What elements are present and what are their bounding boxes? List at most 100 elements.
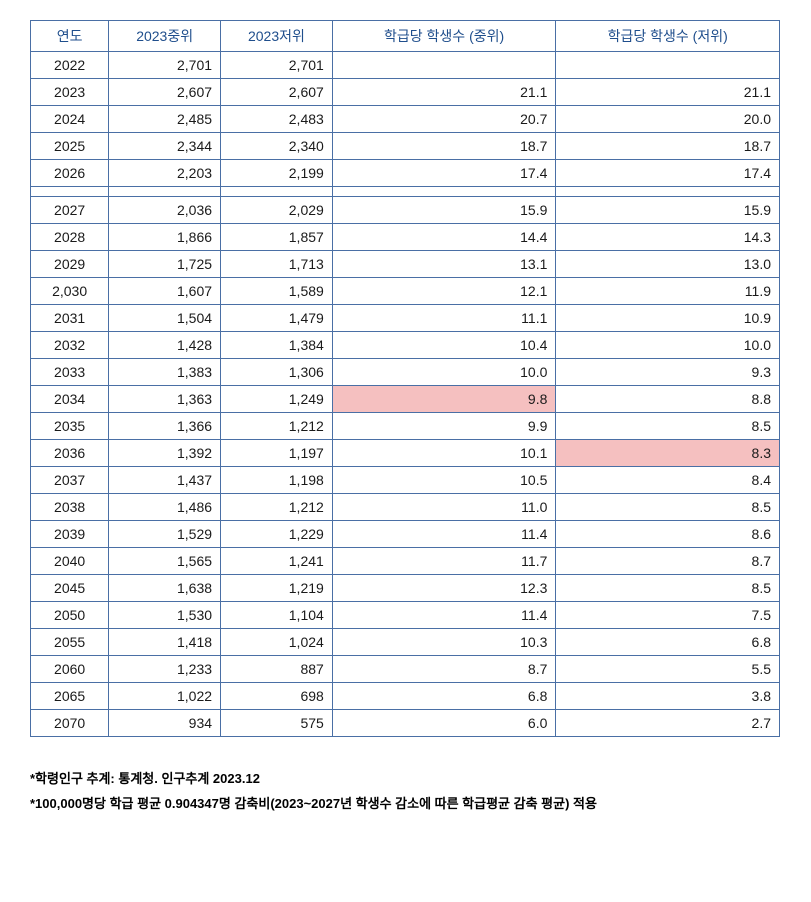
table-cell: 2,701 xyxy=(109,52,221,79)
table-cell: 8.5 xyxy=(556,413,780,440)
table-cell: 1,529 xyxy=(109,521,221,548)
table-row: 20242,4852,48320.720.0 xyxy=(31,106,780,133)
table-gap-cell xyxy=(556,187,780,197)
table-cell: 2036 xyxy=(31,440,109,467)
table-cell: 6.0 xyxy=(332,710,556,737)
footnote-method: *100,000명당 학급 평균 0.904347명 감축비(2023~2027… xyxy=(30,792,781,817)
table-cell: 1,530 xyxy=(109,602,221,629)
table-cell: 1,392 xyxy=(109,440,221,467)
table-cell: 2045 xyxy=(31,575,109,602)
table-cell: 1,104 xyxy=(221,602,333,629)
table-cell: 18.7 xyxy=(332,133,556,160)
table-cell: 2040 xyxy=(31,548,109,575)
table-gap-cell xyxy=(109,187,221,197)
table-cell: 9.8 xyxy=(332,386,556,413)
table-cell: 2039 xyxy=(31,521,109,548)
table-gap-cell xyxy=(332,187,556,197)
table-cell: 2050 xyxy=(31,602,109,629)
table-row: 20391,5291,22911.48.6 xyxy=(31,521,780,548)
table-cell: 1,713 xyxy=(221,251,333,278)
table-cell: 1,383 xyxy=(109,359,221,386)
table-cell: 10.3 xyxy=(332,629,556,656)
table-row: 20311,5041,47911.110.9 xyxy=(31,305,780,332)
table-row: 20262,2032,19917.417.4 xyxy=(31,160,780,187)
table-cell: 11.4 xyxy=(332,521,556,548)
table-cell: 15.9 xyxy=(332,197,556,224)
table-cell: 8.7 xyxy=(556,548,780,575)
table-cell: 10.0 xyxy=(556,332,780,359)
table-cell: 18.7 xyxy=(556,133,780,160)
table-cell: 1,212 xyxy=(221,494,333,521)
table-cell: 2,607 xyxy=(109,79,221,106)
table-cell: 1,589 xyxy=(221,278,333,305)
table-cell: 1,212 xyxy=(221,413,333,440)
table-cell: 6.8 xyxy=(556,629,780,656)
table-row: 20401,5651,24111.78.7 xyxy=(31,548,780,575)
table-cell: 8.8 xyxy=(556,386,780,413)
table-cell: 2,199 xyxy=(221,160,333,187)
table-cell: 2,036 xyxy=(109,197,221,224)
table-cell: 2,483 xyxy=(221,106,333,133)
table-cell: 1,607 xyxy=(109,278,221,305)
table-cell: 2,701 xyxy=(221,52,333,79)
table-cell: 2038 xyxy=(31,494,109,521)
table-cell: 14.4 xyxy=(332,224,556,251)
table-cell: 6.8 xyxy=(332,683,556,710)
table-cell: 2,029 xyxy=(221,197,333,224)
table-cell: 8.7 xyxy=(332,656,556,683)
table-gap-cell xyxy=(31,187,109,197)
table-cell: 2029 xyxy=(31,251,109,278)
col-low: 2023저위 xyxy=(221,21,333,52)
table-cell: 11.9 xyxy=(556,278,780,305)
table-row: 20222,7012,701 xyxy=(31,52,780,79)
table-gap-cell xyxy=(221,187,333,197)
table-row: 20601,2338878.75.5 xyxy=(31,656,780,683)
table-cell: 21.1 xyxy=(556,79,780,106)
table-cell: 1,024 xyxy=(221,629,333,656)
table-cell: 698 xyxy=(221,683,333,710)
projection-table: 연도 2023중위 2023저위 학급당 학생수 (중위) 학급당 학생수 (저… xyxy=(30,20,780,737)
table-cell: 20.0 xyxy=(556,106,780,133)
table-row: 20361,3921,19710.18.3 xyxy=(31,440,780,467)
table-cell: 14.3 xyxy=(556,224,780,251)
table-cell: 2022 xyxy=(31,52,109,79)
table-cell: 21.1 xyxy=(332,79,556,106)
table-cell: 1,565 xyxy=(109,548,221,575)
table-cell: 1,022 xyxy=(109,683,221,710)
table-body: 20222,7012,70120232,6072,60721.121.12024… xyxy=(31,52,780,737)
table-cell: 1,229 xyxy=(221,521,333,548)
table-cell: 934 xyxy=(109,710,221,737)
table-cell: 12.3 xyxy=(332,575,556,602)
table-cell: 1,866 xyxy=(109,224,221,251)
table-cell: 15.9 xyxy=(556,197,780,224)
table-cell: 575 xyxy=(221,710,333,737)
table-cell: 2026 xyxy=(31,160,109,187)
table-cell: 17.4 xyxy=(556,160,780,187)
table-cell: 1,504 xyxy=(109,305,221,332)
table-cell: 12.1 xyxy=(332,278,556,305)
table-header: 연도 2023중위 2023저위 학급당 학생수 (중위) 학급당 학생수 (저… xyxy=(31,21,780,52)
table-cell: 8.5 xyxy=(556,575,780,602)
table-row: 20501,5301,10411.47.5 xyxy=(31,602,780,629)
table-cell: 10.1 xyxy=(332,440,556,467)
table-cell: 9.3 xyxy=(556,359,780,386)
table-row: 20272,0362,02915.915.9 xyxy=(31,197,780,224)
table-cell: 1,479 xyxy=(221,305,333,332)
table-cell: 2027 xyxy=(31,197,109,224)
table-cell: 8.6 xyxy=(556,521,780,548)
col-students-mid: 학급당 학생수 (중위) xyxy=(332,21,556,52)
table-cell: 2055 xyxy=(31,629,109,656)
table-row: 20371,4371,19810.58.4 xyxy=(31,467,780,494)
table-cell: 1,197 xyxy=(221,440,333,467)
table-cell: 20.7 xyxy=(332,106,556,133)
table-cell: 1,384 xyxy=(221,332,333,359)
table-cell: 2,340 xyxy=(221,133,333,160)
table-cell: 1,418 xyxy=(109,629,221,656)
table-cell: 10.0 xyxy=(332,359,556,386)
col-students-low: 학급당 학생수 (저위) xyxy=(556,21,780,52)
table-cell: 1,363 xyxy=(109,386,221,413)
table-cell: 1,241 xyxy=(221,548,333,575)
table-gap-row xyxy=(31,187,780,197)
table-cell: 2028 xyxy=(31,224,109,251)
table-row: 20551,4181,02410.36.8 xyxy=(31,629,780,656)
